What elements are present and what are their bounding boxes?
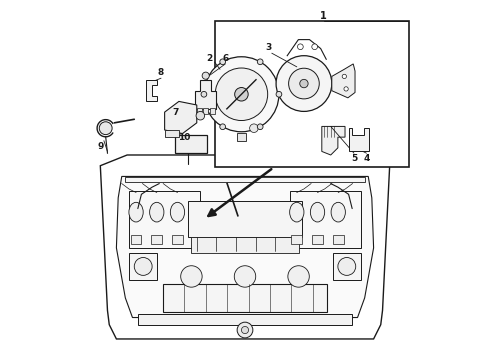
Text: 8: 8 <box>158 68 164 77</box>
Text: 1: 1 <box>320 11 327 21</box>
Circle shape <box>235 87 248 101</box>
Circle shape <box>249 124 258 132</box>
Circle shape <box>312 44 318 50</box>
Ellipse shape <box>290 202 304 222</box>
Circle shape <box>234 266 256 287</box>
Circle shape <box>134 257 152 275</box>
Bar <box>188 202 302 237</box>
Circle shape <box>276 56 332 111</box>
Circle shape <box>181 266 202 287</box>
Bar <box>129 191 200 248</box>
Bar <box>333 235 343 244</box>
Circle shape <box>297 44 303 50</box>
Circle shape <box>220 59 225 65</box>
Text: 7: 7 <box>172 108 178 117</box>
Polygon shape <box>348 128 369 152</box>
Text: 9: 9 <box>97 141 103 150</box>
Bar <box>203 108 208 114</box>
Polygon shape <box>322 126 345 155</box>
Circle shape <box>196 111 205 120</box>
Bar <box>125 177 365 182</box>
Polygon shape <box>117 176 373 318</box>
Bar <box>138 314 352 325</box>
Bar <box>165 130 179 137</box>
Circle shape <box>344 87 348 91</box>
Bar <box>237 133 245 141</box>
Text: 3: 3 <box>265 43 271 52</box>
Circle shape <box>215 68 268 121</box>
Bar <box>312 235 323 244</box>
Ellipse shape <box>310 202 325 222</box>
Circle shape <box>257 59 263 65</box>
Text: 6: 6 <box>222 54 228 63</box>
Ellipse shape <box>129 202 143 222</box>
Circle shape <box>242 327 248 334</box>
Circle shape <box>202 72 209 79</box>
Circle shape <box>201 91 207 97</box>
Bar <box>172 235 183 244</box>
Polygon shape <box>165 102 197 134</box>
Bar <box>151 235 162 244</box>
Bar <box>215 21 409 167</box>
Circle shape <box>338 257 356 275</box>
Circle shape <box>289 68 319 99</box>
Polygon shape <box>332 64 355 98</box>
Text: 2: 2 <box>206 54 212 63</box>
Bar <box>292 235 302 244</box>
Bar <box>175 135 207 153</box>
Ellipse shape <box>331 202 345 222</box>
Text: 5: 5 <box>351 154 357 163</box>
Circle shape <box>342 74 346 78</box>
Bar <box>210 108 215 114</box>
Polygon shape <box>195 80 217 109</box>
Circle shape <box>300 79 308 88</box>
Bar <box>192 237 298 253</box>
Circle shape <box>257 124 263 130</box>
Circle shape <box>237 322 253 338</box>
Bar <box>197 108 202 114</box>
Bar <box>163 284 327 312</box>
Polygon shape <box>100 155 390 339</box>
Bar <box>129 253 157 280</box>
Circle shape <box>288 266 309 287</box>
Ellipse shape <box>149 202 164 222</box>
Text: 10: 10 <box>178 132 191 141</box>
Bar <box>131 235 142 244</box>
Bar <box>333 253 361 280</box>
Circle shape <box>276 91 282 97</box>
Circle shape <box>220 124 225 130</box>
Polygon shape <box>146 80 157 102</box>
Circle shape <box>99 122 112 135</box>
Circle shape <box>204 57 279 132</box>
Text: 4: 4 <box>363 154 369 163</box>
Bar <box>290 191 361 248</box>
Ellipse shape <box>171 202 185 222</box>
